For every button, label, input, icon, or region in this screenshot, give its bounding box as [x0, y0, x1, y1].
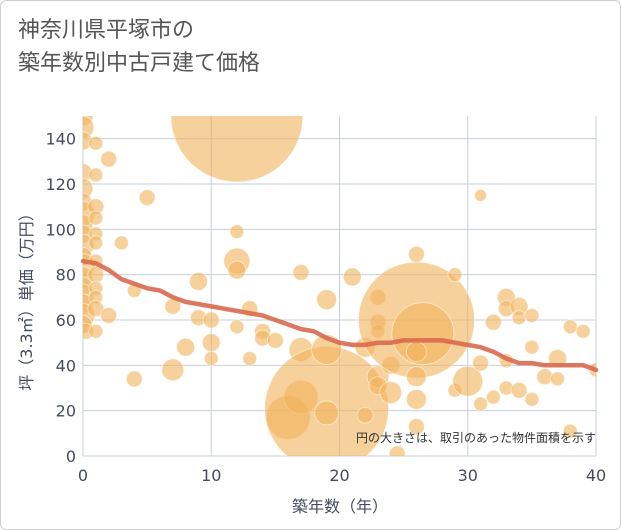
bubble-point [161, 358, 185, 382]
x-axis-title: 築年数（年） [292, 497, 388, 516]
bubble-point [510, 381, 528, 399]
bubble-point [524, 391, 540, 407]
x-tick-label: 30 [458, 466, 478, 485]
bubble-point [575, 323, 591, 339]
bubble-point [485, 389, 501, 405]
axis-ticks: 0 20 40 60 80 100 120 140 0 10 20 30 40 [45, 130, 606, 485]
bubble-point [100, 306, 118, 324]
bubble-point [407, 418, 425, 436]
x-tick-label: 40 [586, 466, 606, 485]
bubble-point [242, 351, 258, 367]
y-tick-label: 80 [56, 266, 76, 285]
bubble-point [536, 368, 554, 386]
y-tick-label: 60 [56, 311, 76, 330]
y-tick-label: 120 [45, 175, 76, 194]
bubble-point [266, 331, 284, 349]
y-tick-label: 20 [56, 402, 76, 421]
y-tick-label: 140 [45, 130, 76, 149]
bubble-point [176, 337, 196, 357]
bubble-point [202, 311, 220, 329]
bubble-point [292, 263, 310, 281]
bubble-point [138, 189, 156, 207]
bubble-point [88, 167, 104, 183]
bubbles [83, 116, 596, 456]
bubble-point [452, 365, 484, 397]
bubble-point [100, 150, 118, 168]
bubble-point [316, 289, 338, 311]
bubble-point [314, 400, 340, 426]
bubble-point [474, 188, 488, 202]
trend-line-layer [80, 258, 599, 373]
x-tick-label: 0 [78, 466, 88, 485]
bubble-point [405, 366, 427, 388]
bubble-point [405, 388, 427, 410]
trend-line [80, 258, 599, 373]
bubble-point [388, 445, 406, 456]
bubble-point [227, 260, 247, 280]
bubble-point [484, 313, 502, 331]
bubble-point [88, 135, 104, 151]
y-tick-label: 0 [66, 447, 76, 466]
bubble-point [550, 371, 566, 387]
x-tick-label: 10 [201, 466, 221, 485]
bubble-point [203, 351, 219, 367]
chart-title-line-2: 築年数別中古戸建て価格 [18, 51, 261, 76]
bubble-point [188, 271, 208, 291]
bubble-point [229, 319, 245, 335]
bubble-point [407, 245, 425, 263]
bubble-point [125, 370, 143, 388]
bubble-point [88, 235, 104, 251]
bubble-point [170, 116, 304, 183]
bubble-point [511, 310, 527, 326]
bubble-size-note: 円の大きさは、取引のあった物件面積を示す [356, 430, 596, 445]
bubble-point [562, 319, 578, 335]
bubble-point [472, 354, 490, 372]
bubble-point [356, 406, 374, 424]
bubble-point [229, 224, 245, 240]
x-tick-label: 20 [329, 466, 349, 485]
bubble-point [87, 266, 105, 284]
bubble-point [201, 333, 221, 353]
bubble-point [379, 381, 403, 405]
bubble-point [524, 307, 540, 323]
y-tick-label: 40 [56, 356, 76, 375]
bubble-point [473, 396, 489, 412]
bubble-point [88, 323, 104, 339]
bubble-point [405, 341, 427, 363]
chart-title-line-1: 神奈川県平塚市の [18, 18, 195, 43]
y-tick-label: 100 [45, 220, 76, 239]
bubble-point [562, 423, 578, 439]
bubble-point [447, 267, 463, 283]
bubble-point [113, 235, 129, 251]
chart-title: 神奈川県平塚市の 築年数別中古戸建て価格 [18, 14, 260, 80]
bubble-point [88, 210, 104, 226]
y-axis-title: 坪（3.3㎡）単価（万円） [17, 205, 36, 390]
bubble-point [342, 267, 362, 287]
bubble-point [524, 339, 540, 355]
